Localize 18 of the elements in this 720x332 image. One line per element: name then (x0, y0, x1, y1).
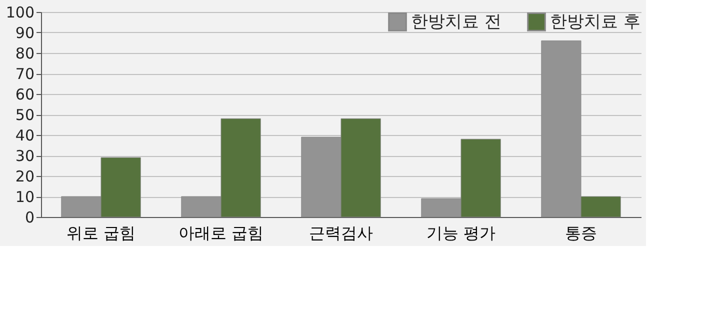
x-tick-label: 근력검사 (309, 224, 373, 242)
y-tick-label: 40 (15, 126, 34, 144)
y-tick-label: 0 (24, 208, 34, 226)
legend-label: 한방치료 후 (550, 12, 640, 32)
y-tick-label: 10 (15, 188, 34, 206)
y-tick-label: 100 (6, 4, 34, 22)
y-tick-label: 90 (15, 24, 34, 42)
y-tick-label: 30 (15, 147, 34, 165)
y-tick-label: 60 (15, 86, 34, 104)
legend-label: 한방치료 전 (411, 12, 502, 32)
y-tick-label: 80 (15, 44, 34, 62)
x-tick-label: 기능 평가 (426, 224, 496, 242)
x-tick-label: 아래로 굽힘 (178, 224, 264, 242)
y-tick-label: 70 (15, 65, 34, 83)
x-tick-label: 통증 (565, 224, 597, 242)
y-tick-label: 50 (15, 106, 34, 124)
x-tick-label: 위로 굽힘 (66, 224, 136, 242)
y-tick-label: 20 (15, 168, 34, 186)
